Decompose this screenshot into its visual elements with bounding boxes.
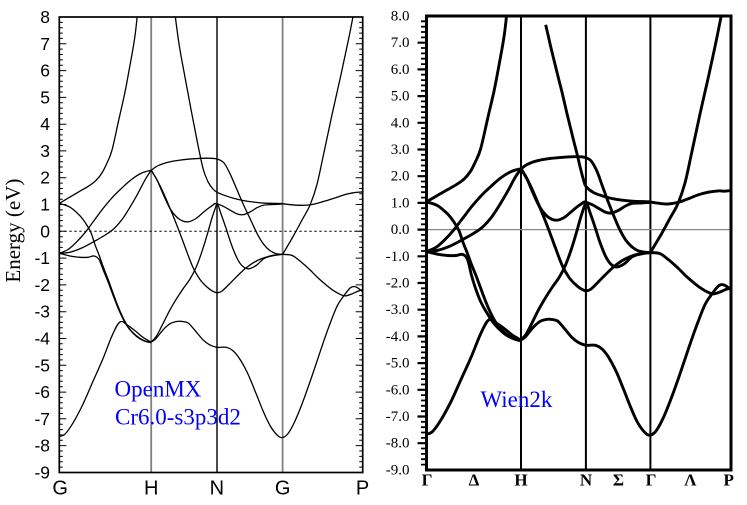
svg-text:-6.0: -6.0 xyxy=(386,382,410,398)
svg-text:G: G xyxy=(52,478,68,500)
svg-text:N: N xyxy=(210,478,224,500)
svg-text:4.0: 4.0 xyxy=(391,115,410,131)
svg-text:8: 8 xyxy=(40,7,50,27)
svg-text:6: 6 xyxy=(40,61,50,81)
svg-text:-9: -9 xyxy=(34,462,50,482)
svg-text:0.0: 0.0 xyxy=(391,222,410,238)
svg-text:3.0: 3.0 xyxy=(391,142,410,158)
svg-text:8.0: 8.0 xyxy=(391,9,410,25)
svg-text:Wien2k: Wien2k xyxy=(481,387,553,412)
svg-text:5: 5 xyxy=(40,87,50,107)
svg-text:-4: -4 xyxy=(34,329,50,349)
svg-text:7: 7 xyxy=(40,34,50,54)
svg-text:H: H xyxy=(514,471,527,490)
svg-text:OpenMX: OpenMX xyxy=(115,377,202,402)
svg-text:2: 2 xyxy=(40,168,50,188)
svg-text:Cr6.0-s3p3d2: Cr6.0-s3p3d2 xyxy=(115,405,241,430)
svg-text:N: N xyxy=(580,471,593,490)
svg-text:7.0: 7.0 xyxy=(391,35,410,51)
svg-text:Energy (eV): Energy (eV) xyxy=(1,179,25,283)
svg-text:Γ: Γ xyxy=(422,471,433,490)
svg-text:P: P xyxy=(356,478,369,500)
svg-text:1: 1 xyxy=(40,195,50,215)
svg-text:P: P xyxy=(724,471,734,490)
svg-text:-8.0: -8.0 xyxy=(386,436,410,452)
svg-text:3: 3 xyxy=(40,141,50,161)
svg-text:5.0: 5.0 xyxy=(391,89,410,105)
svg-text:Λ: Λ xyxy=(684,471,697,490)
svg-text:0: 0 xyxy=(40,221,50,241)
svg-text:-1: -1 xyxy=(34,248,50,268)
svg-text:-2: -2 xyxy=(34,275,50,295)
svg-text:-2.0: -2.0 xyxy=(386,276,410,292)
svg-text:-9.0: -9.0 xyxy=(386,462,410,478)
svg-text:4: 4 xyxy=(40,114,50,134)
svg-text:-5: -5 xyxy=(34,355,50,375)
svg-text:-7: -7 xyxy=(34,409,50,429)
svg-text:-3: -3 xyxy=(34,302,50,322)
svg-text:6.0: 6.0 xyxy=(391,62,410,78)
svg-text:1.0: 1.0 xyxy=(391,195,410,211)
svg-text:-5.0: -5.0 xyxy=(386,356,410,372)
svg-text:-4.0: -4.0 xyxy=(386,329,410,345)
svg-text:Γ: Γ xyxy=(646,471,657,490)
svg-text:-8: -8 xyxy=(34,436,50,456)
svg-text:-6: -6 xyxy=(34,382,50,402)
svg-text:2.0: 2.0 xyxy=(391,169,410,185)
svg-text:Δ: Δ xyxy=(469,471,480,490)
svg-text:G: G xyxy=(275,478,291,500)
svg-text:-3.0: -3.0 xyxy=(386,302,410,318)
svg-text:H: H xyxy=(144,478,158,500)
svg-text:Σ: Σ xyxy=(613,471,624,490)
svg-text:-7.0: -7.0 xyxy=(386,409,410,425)
svg-text:-1.0: -1.0 xyxy=(386,249,410,265)
